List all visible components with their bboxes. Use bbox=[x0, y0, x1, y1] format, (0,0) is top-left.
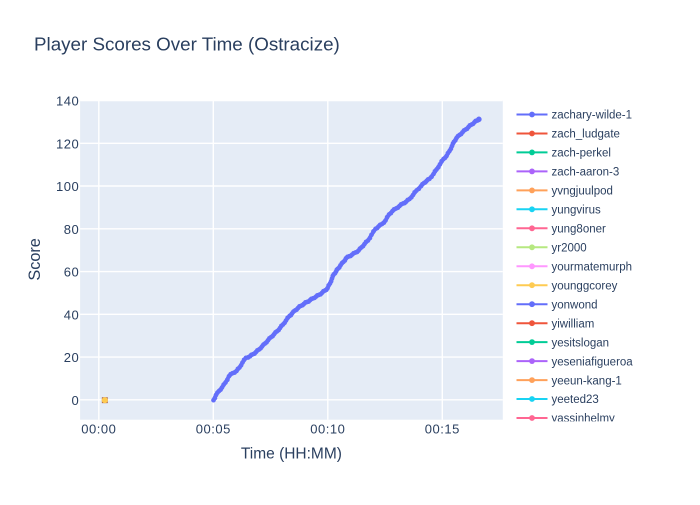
svg-text:120: 120 bbox=[56, 136, 79, 151]
svg-text:00:15: 00:15 bbox=[425, 422, 460, 437]
svg-text:zach_ludgate: zach_ludgate bbox=[552, 129, 620, 141]
svg-text:yesitslogan: yesitslogan bbox=[552, 337, 610, 349]
svg-text:zach-perkel: zach-perkel bbox=[552, 148, 611, 160]
svg-text:yourmatemurph: yourmatemurph bbox=[552, 262, 633, 274]
svg-text:40: 40 bbox=[64, 307, 79, 322]
svg-text:yonwond: yonwond bbox=[552, 299, 598, 311]
svg-text:yvngjuulpod: yvngjuulpod bbox=[552, 186, 613, 198]
svg-text:yeseniafigueroa: yeseniafigueroa bbox=[552, 356, 634, 368]
svg-text:00:05: 00:05 bbox=[196, 422, 231, 437]
svg-text:00:00: 00:00 bbox=[81, 422, 116, 437]
svg-text:Time (HH:MM): Time (HH:MM) bbox=[241, 445, 342, 462]
svg-text:20: 20 bbox=[64, 350, 79, 365]
svg-text:140: 140 bbox=[56, 94, 79, 109]
svg-text:00:10: 00:10 bbox=[310, 422, 345, 437]
svg-text:yung8oner: yung8oner bbox=[552, 224, 607, 236]
svg-text:yeeted23: yeeted23 bbox=[552, 394, 599, 406]
svg-text:younggcorey: younggcorey bbox=[552, 280, 618, 292]
svg-text:Score: Score bbox=[26, 238, 44, 281]
svg-text:60: 60 bbox=[64, 265, 79, 280]
svg-text:100: 100 bbox=[56, 179, 79, 194]
svg-text:zachary-wilde-1: zachary-wilde-1 bbox=[552, 110, 633, 122]
svg-text:yeeun-kang-1: yeeun-kang-1 bbox=[552, 375, 622, 387]
svg-text:zach-aaron-3: zach-aaron-3 bbox=[552, 167, 620, 179]
svg-text:yiwilliam: yiwilliam bbox=[552, 318, 595, 330]
svg-text:yungvirus: yungvirus bbox=[552, 205, 601, 217]
svg-text:Player Scores Over Time (Ostra: Player Scores Over Time (Ostracize) bbox=[34, 34, 340, 55]
svg-text:80: 80 bbox=[64, 222, 79, 237]
svg-text:yr2000: yr2000 bbox=[552, 243, 587, 255]
svg-text:yassinhelmy: yassinhelmy bbox=[552, 413, 616, 425]
svg-text:0: 0 bbox=[71, 393, 79, 408]
